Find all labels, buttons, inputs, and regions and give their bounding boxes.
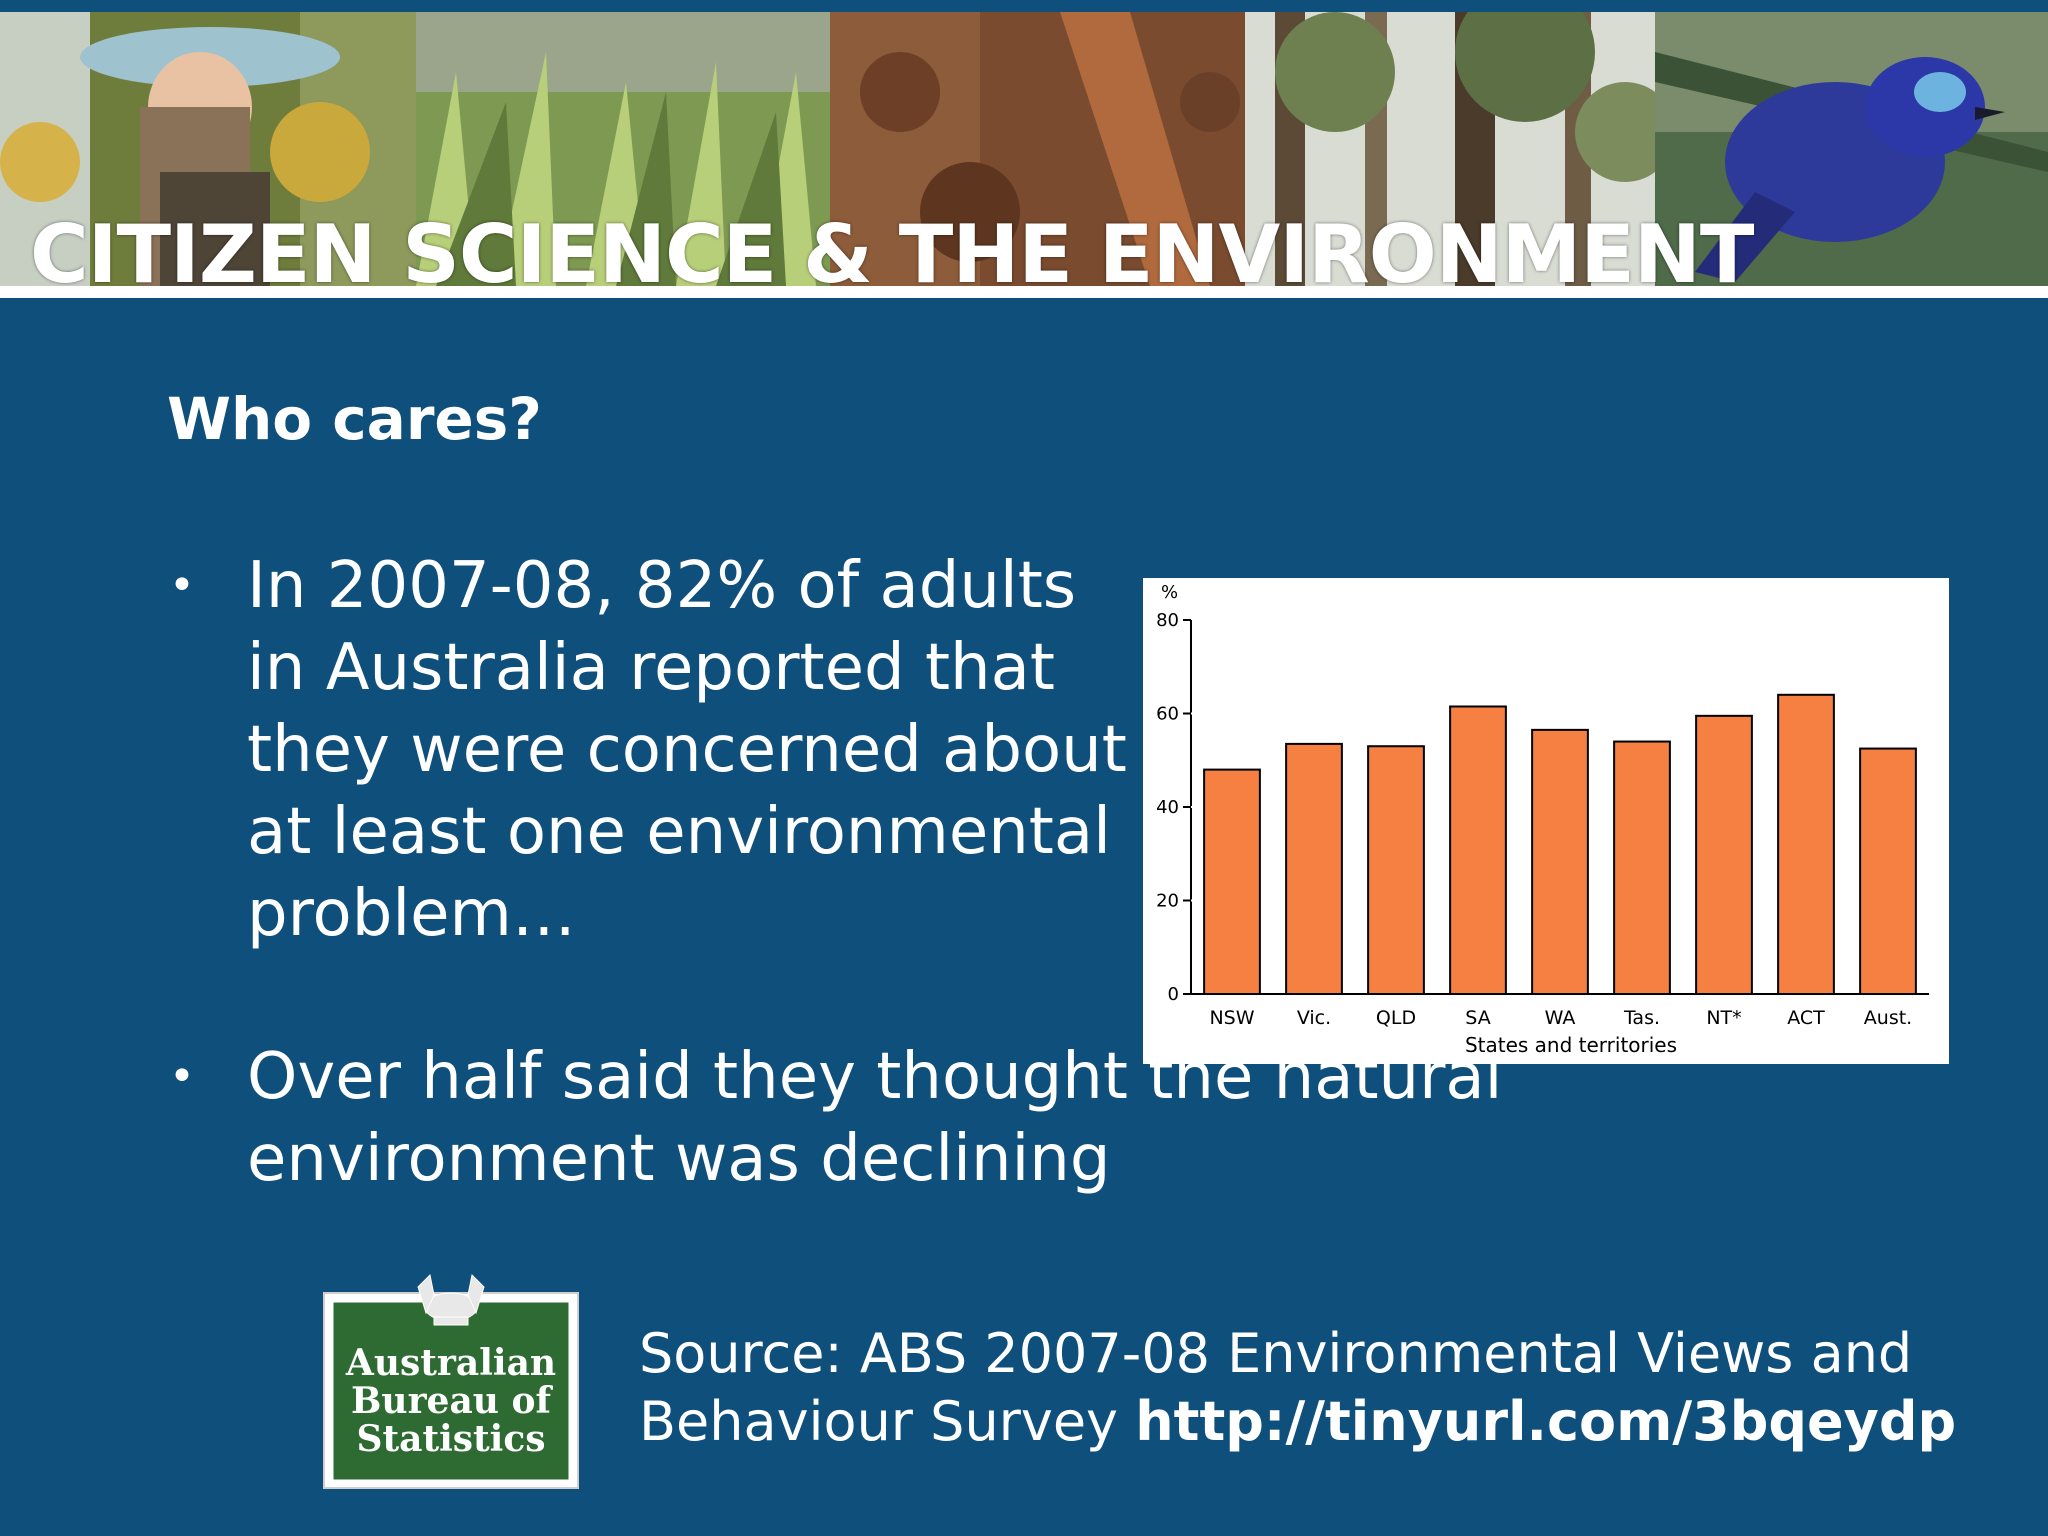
bar-vic <box>1285 742 1343 995</box>
x-tick-label: Aust. <box>1864 1007 1912 1029</box>
bullet-text: Over half said they thought the natural … <box>247 1040 1503 1196</box>
bullet-dot-icon: • <box>169 560 195 611</box>
bullet-text: In 2007-08, 82% of adults in Australia r… <box>247 549 1127 951</box>
abs-logo: Australian Bureau of Statistics <box>322 1265 580 1490</box>
logo-text-line2: Bureau of <box>351 1380 554 1422</box>
y-tick-label: 20 <box>1156 891 1179 912</box>
bar-chart-panel: 0 20 40 60 80 NSW Vic. QLD SA WA Tas. NT* ACT Aust. %… <box>1143 578 1949 1064</box>
x-tick-label: NT* <box>1706 1007 1741 1029</box>
y-axis-label: % <box>1161 582 1178 603</box>
photo-blue-wren <box>1655 12 2048 286</box>
bullet-item: • In 2007-08, 82% of adults in Australia… <box>169 545 1127 955</box>
bar-act <box>1777 693 1835 996</box>
bar-chart: 0 20 40 60 80 NSW Vic. QLD SA WA Tas. NT* ACT Aust. %… <box>1156 582 1929 1057</box>
source-citation: Source: ABS 2007-08 Environmental Views … <box>639 1320 2019 1456</box>
bullet-item: • Over half said they thought the natura… <box>169 1036 1847 1200</box>
logo-text-line1: Australian <box>345 1342 556 1384</box>
bar-wa <box>1531 728 1589 996</box>
logo-text-line3: Statistics <box>356 1418 545 1460</box>
x-tick-label: Vic. <box>1297 1007 1331 1029</box>
x-tick-label: SA <box>1465 1007 1490 1029</box>
y-tick-label: 0 <box>1168 984 1179 1005</box>
photo-researcher <box>0 12 416 286</box>
x-axis-label: States and territories <box>1465 1033 1677 1057</box>
photo-banner: CITIZEN SCIENCE & THE ENVIRONMENT <box>0 0 2048 286</box>
x-tick-label: Tas. <box>1623 1007 1660 1029</box>
slide-subtitle: Who cares? <box>167 385 542 453</box>
bar-tas <box>1613 740 1671 995</box>
x-tick-label: NSW <box>1209 1007 1254 1029</box>
source-link[interactable]: http://tinyurl.com/3bqeydp <box>1135 1390 1957 1453</box>
photo-forest <box>1245 12 1655 286</box>
bar-nt <box>1695 714 1753 995</box>
photo-grass <box>416 12 830 286</box>
y-tick-label: 60 <box>1156 704 1179 725</box>
banner-divider <box>0 286 2048 298</box>
bullet-dot-icon: • <box>169 1051 195 1102</box>
x-tick-label: QLD <box>1376 1007 1416 1029</box>
photo-bark <box>830 12 1245 286</box>
x-tick-label: WA <box>1545 1007 1576 1029</box>
bar-sa <box>1449 705 1507 996</box>
y-tick-label: 40 <box>1156 797 1179 818</box>
source-text: Source: ABS 2007-08 Environmental Views … <box>639 1322 1913 1453</box>
y-tick-label: 80 <box>1156 610 1179 631</box>
x-tick-label: ACT <box>1787 1007 1825 1029</box>
bar-aust <box>1859 747 1917 995</box>
slide-title: CITIZEN SCIENCE & THE ENVIRONMENT <box>30 208 1754 287</box>
bar-nsw <box>1203 768 1261 995</box>
bar-qld <box>1367 745 1425 995</box>
